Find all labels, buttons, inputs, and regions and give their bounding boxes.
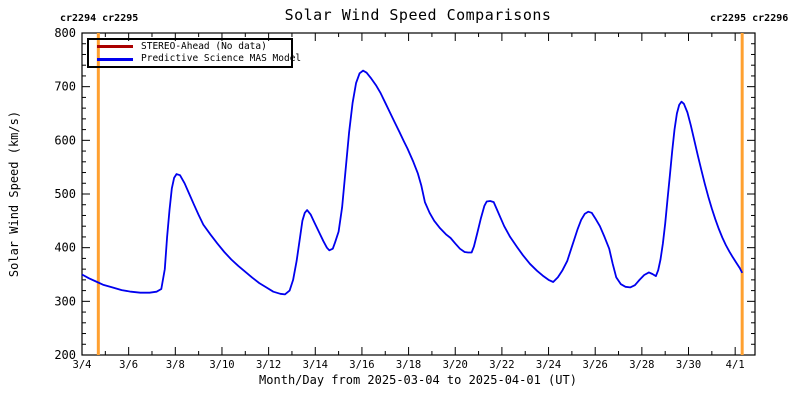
x-tick-label: 4/1 [726, 359, 745, 371]
carrington-right-label: cr2295 cr2296 [710, 13, 789, 24]
x-tick-label: 3/18 [396, 359, 421, 371]
x-tick-label: 3/16 [349, 359, 374, 371]
y-tick-label: 500 [54, 187, 76, 201]
x-tick-label: 3/8 [166, 359, 185, 371]
carrington-left-label: cr2294 cr2295 [60, 13, 139, 24]
x-tick-label: 3/6 [119, 359, 138, 371]
model-curve [81, 69, 744, 296]
legend-label-model: Predictive Science MAS Model [141, 53, 302, 65]
legend-row-model: Predictive Science MAS Model [89, 53, 301, 65]
x-tick-label: 3/12 [256, 359, 281, 371]
y-tick-label: 300 [54, 294, 76, 308]
x-tick-label: 3/30 [676, 359, 701, 371]
x-tick-label: 3/24 [536, 359, 561, 371]
legend: STEREO-Ahead (No data) Predictive Scienc… [87, 38, 301, 68]
stereo-line-sample [97, 45, 133, 49]
x-tick-label: 3/28 [629, 359, 654, 371]
x-tick-label: 3/10 [209, 359, 234, 371]
y-axis-title: Solar Wind Speed (km/s) [7, 110, 21, 278]
plot-frame [81, 32, 756, 356]
legend-label-stereo: STEREO-Ahead (No data) [141, 40, 267, 52]
x-tick-label: 3/20 [443, 359, 468, 371]
x-axis-title: Month/Day from 2025-03-04 to 2025-04-01 … [259, 373, 577, 387]
y-tick-label: 800 [54, 26, 76, 40]
x-tick-label: 3/14 [303, 359, 328, 371]
page-title: Solar Wind Speed Comparisons [284, 6, 552, 24]
legend-row-stereo: STEREO-Ahead (No data) [89, 41, 291, 53]
x-tick-label: 3/26 [583, 359, 608, 371]
x-tick-label: 3/4 [73, 359, 92, 371]
y-tick-label: 700 [54, 80, 76, 94]
y-tick-label: 400 [54, 241, 76, 255]
y-tick-label: 600 [54, 133, 76, 147]
model-line-sample [97, 57, 133, 61]
x-tick-label: 3/22 [489, 359, 514, 371]
y-tick-label: 200 [54, 348, 76, 362]
